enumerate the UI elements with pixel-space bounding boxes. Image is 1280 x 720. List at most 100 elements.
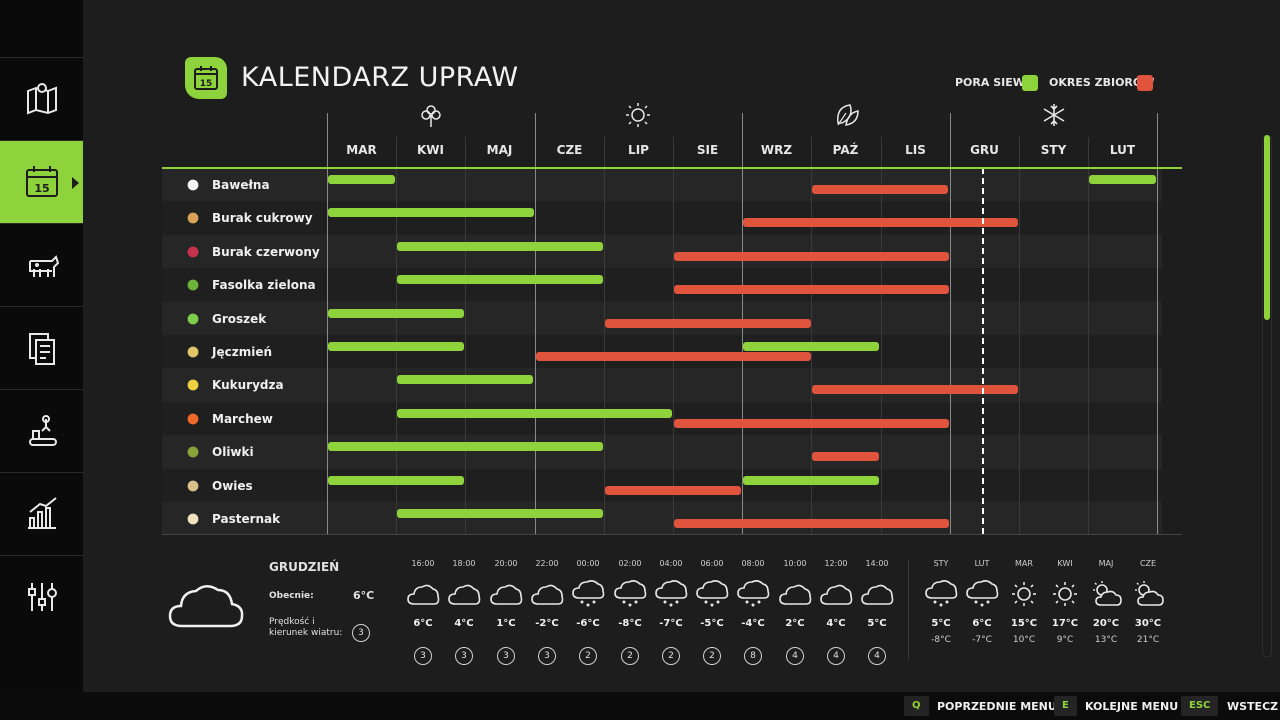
sidebar-item-stats-chart[interactable] bbox=[0, 472, 83, 555]
wind-indicator: 4 bbox=[868, 647, 886, 665]
key-hint-q[interactable]: Q bbox=[904, 696, 929, 716]
forecast-hour-temp: -2°C bbox=[535, 618, 559, 629]
month-gridline bbox=[604, 137, 605, 534]
legend-harvest-swatch bbox=[1137, 75, 1153, 91]
wind-indicator: 2 bbox=[662, 647, 680, 665]
forecast-day: STY bbox=[933, 559, 949, 568]
forecast-hour: 02:00 bbox=[618, 559, 642, 568]
wind-indicator: 2 bbox=[579, 647, 597, 665]
forecast-day-low: -8°C bbox=[931, 635, 951, 645]
forecast-hour: 18:00 bbox=[452, 559, 476, 568]
forecast-hour-temp: 4°C bbox=[454, 618, 474, 629]
svg-text:15: 15 bbox=[200, 79, 213, 89]
harvest-bar bbox=[674, 519, 949, 528]
forecast-day: KWI bbox=[1057, 559, 1073, 568]
wind-indicator: 3 bbox=[497, 647, 515, 665]
forecast-hour: 04:00 bbox=[659, 559, 683, 568]
sowing-bar bbox=[328, 208, 534, 217]
month-label: PAŹ bbox=[832, 143, 859, 157]
sidebar-item-map[interactable] bbox=[0, 57, 83, 140]
current-temperature: 6°C bbox=[353, 589, 375, 602]
wind-indicator: 8 bbox=[744, 647, 762, 665]
calendar-row-band bbox=[162, 234, 1162, 269]
cloud-icon bbox=[168, 585, 244, 628]
barley-icon bbox=[184, 343, 202, 361]
month-label: LUT bbox=[1109, 143, 1136, 157]
cloud-icon bbox=[448, 584, 481, 605]
sun-icon bbox=[1053, 582, 1077, 606]
month-gridline bbox=[1019, 137, 1020, 534]
forecast-day-low: 9°C bbox=[1056, 635, 1074, 645]
snow-icon bbox=[572, 580, 605, 607]
month-label: LIP bbox=[628, 143, 649, 157]
key-hint-e[interactable]: E bbox=[1054, 696, 1077, 716]
calendar-title-icon: 15 bbox=[185, 57, 227, 99]
calendar-row-band bbox=[162, 335, 1162, 369]
harvest-bar bbox=[812, 452, 879, 461]
forecast-hour-temp: 2°C bbox=[785, 618, 805, 629]
calendar-row-band bbox=[162, 301, 1162, 335]
forecast-day: MAR bbox=[1015, 559, 1033, 568]
harvest-bar bbox=[812, 385, 1018, 394]
current-weather-label: Obecnie: bbox=[269, 591, 314, 601]
current-date-marker bbox=[982, 168, 984, 534]
calendar-row-band bbox=[162, 268, 1162, 302]
forecast-hour-temp: 5°C bbox=[867, 618, 887, 629]
snow-icon bbox=[925, 580, 958, 607]
month-label: WRZ bbox=[760, 143, 793, 157]
sowing-bar bbox=[328, 442, 603, 451]
sidebar-item-calendar[interactable]: 15 bbox=[0, 140, 83, 223]
forecast-hour: 12:00 bbox=[824, 559, 848, 568]
calendar-row-band bbox=[162, 502, 1162, 536]
month-label: MAJ bbox=[486, 143, 513, 157]
crop-name: Burak cukrowy bbox=[212, 211, 313, 226]
forecast-hour-temp: -5°C bbox=[700, 618, 724, 629]
carrot-icon bbox=[184, 409, 202, 428]
calendar-day-number: 15 bbox=[34, 182, 49, 195]
forecast-hour-temp: -4°C bbox=[741, 618, 765, 629]
weather-month: GRUDZIEŃ bbox=[269, 560, 340, 574]
crop-name: Oliwki bbox=[212, 445, 254, 460]
calendar-row-band bbox=[162, 435, 1162, 469]
harvest-bar bbox=[605, 319, 811, 328]
wind-label-line1: Prędkość i bbox=[269, 617, 315, 627]
legend-sowing-label: PORA SIEWU bbox=[955, 76, 1034, 89]
documents-icon bbox=[28, 333, 55, 365]
greenbean-icon bbox=[184, 276, 202, 295]
forecast-day-low: 10°C bbox=[1012, 635, 1036, 645]
spring-flower-icon bbox=[421, 105, 441, 127]
forecast-hour: 16:00 bbox=[411, 559, 435, 568]
sidebar-item-cow[interactable] bbox=[0, 223, 83, 306]
cloud-icon bbox=[820, 584, 853, 605]
month-label: LIS bbox=[905, 143, 926, 157]
crop-name: Burak czerwony bbox=[212, 244, 320, 259]
month-gridline bbox=[1088, 137, 1089, 534]
forecast-day-low: 21°C bbox=[1136, 635, 1160, 645]
month-gridline bbox=[811, 137, 812, 534]
forecast-separator bbox=[908, 560, 909, 660]
month-label: SIE bbox=[696, 143, 719, 157]
calendar-icon: 15 bbox=[25, 166, 58, 197]
key-hint-esc[interactable]: ESC bbox=[1181, 696, 1219, 716]
sidebar-item-settings-sliders[interactable] bbox=[0, 555, 83, 638]
footer-action-e[interactable]: KOLEJNE MENU bbox=[1085, 700, 1179, 713]
forecast-hour: 00:00 bbox=[576, 559, 600, 568]
sidebar: 15 bbox=[0, 0, 83, 720]
scrollbar-thumb[interactable] bbox=[1264, 135, 1270, 320]
snow-icon bbox=[696, 580, 729, 607]
oats-icon bbox=[184, 476, 202, 495]
cloud-icon bbox=[779, 584, 812, 605]
footer-action-q[interactable]: POPRZEDNIE MENU bbox=[937, 700, 1057, 713]
calendar-header-divider bbox=[162, 167, 1182, 169]
summer-sun-icon bbox=[626, 103, 650, 127]
sidebar-item-documents[interactable] bbox=[0, 306, 83, 389]
crop-name: Pasternak bbox=[212, 512, 281, 526]
crop-name: Groszek bbox=[212, 311, 267, 326]
map-icon bbox=[26, 83, 57, 115]
partly-cloudy-icon bbox=[1093, 581, 1122, 606]
crop-name: Owies bbox=[212, 478, 253, 493]
sidebar-item-production[interactable] bbox=[0, 389, 83, 472]
forecast-day-low: 13°C bbox=[1094, 635, 1118, 645]
wind-indicator: 3 bbox=[414, 647, 432, 665]
footer-action-esc[interactable]: WSTECZ bbox=[1227, 700, 1279, 713]
